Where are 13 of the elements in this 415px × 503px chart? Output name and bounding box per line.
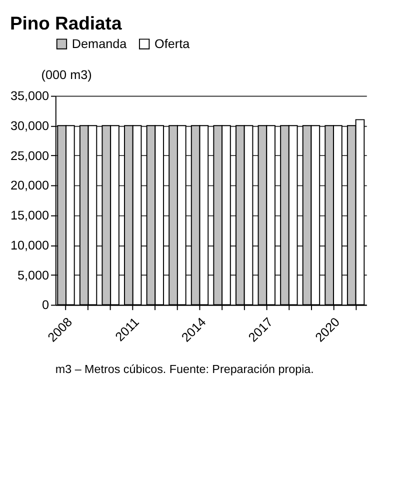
y-tick-label: 15,000: [10, 208, 50, 223]
y-tick-label: 5,000: [17, 268, 50, 282]
y-tick-label: 35,000: [10, 89, 50, 104]
y-tick-label: 25,000: [10, 148, 50, 163]
y-tick-label: 20,000: [10, 178, 50, 193]
text: m3 – Metros cúbicos. Fuente: Preparación propia.: [55, 362, 314, 376]
y-tick-label: 10,000: [10, 238, 50, 252]
legend-label: Demanda: [72, 36, 128, 51]
y-tick-label: 30,000: [10, 119, 50, 134]
legend-label: Oferta: [154, 36, 191, 51]
y-tick-label: 0: [42, 298, 50, 312]
y-axis-title: (000 m3): [41, 68, 92, 82]
chart-title: Pino Radiata: [10, 12, 122, 34]
